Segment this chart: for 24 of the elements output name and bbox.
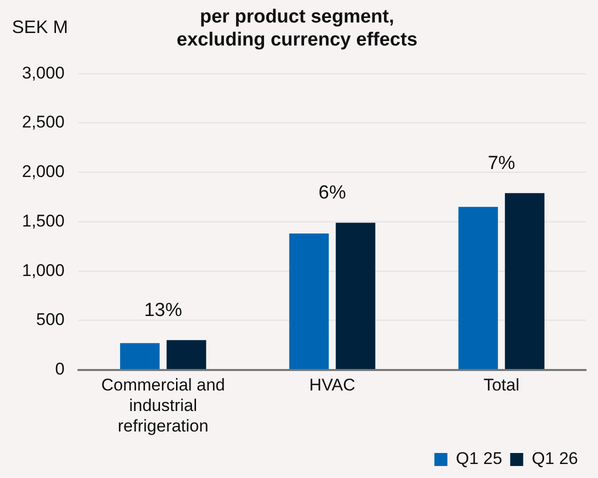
annotation: 7% xyxy=(488,153,516,174)
annotation: 6% xyxy=(318,182,346,204)
y-tick-label: 500 xyxy=(36,310,65,330)
text: per product segment, xyxy=(200,6,394,28)
x-tick-label: Commercial and industrial refrigeration xyxy=(101,376,225,436)
y-tick-label: 3,000 xyxy=(22,63,65,82)
bar xyxy=(336,222,376,370)
bar xyxy=(166,340,206,370)
y-tick-label: 2,000 xyxy=(22,162,65,182)
legend-label: Q1 26 xyxy=(532,449,578,468)
x-tick-label: HVAC xyxy=(309,376,356,395)
text: excluding currency effects xyxy=(176,29,418,50)
bar xyxy=(289,234,329,370)
y-tick-label: 2,500 xyxy=(22,112,65,132)
bar xyxy=(504,193,544,370)
y-axis-title: SEK M xyxy=(12,17,68,37)
bar xyxy=(458,206,498,370)
y-tick-label: 1,000 xyxy=(22,260,65,280)
legend-label: Q1 25 xyxy=(456,449,502,468)
y-tick-label: 0 xyxy=(55,359,65,378)
x-tick-label: Total xyxy=(483,376,520,395)
y-tick-label: 1,500 xyxy=(22,211,65,230)
annotation: 13% xyxy=(144,300,182,322)
bar xyxy=(120,343,160,370)
